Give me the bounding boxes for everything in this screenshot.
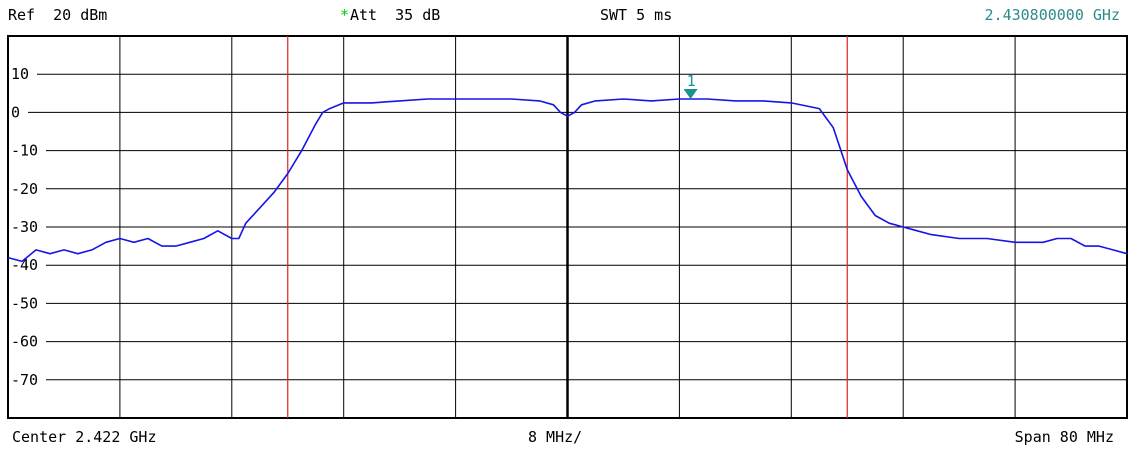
y-tick-label-bg: [9, 295, 46, 312]
span-label: Span 80 MHz: [1014, 428, 1114, 446]
y-tick-label-bg: [9, 219, 46, 235]
y-tick-label-bg: [9, 142, 46, 159]
attenuation-star-icon: *: [340, 6, 350, 24]
sweep-time-label: SWT 5 ms: [600, 6, 673, 24]
y-tick-label-bg: [9, 371, 46, 388]
y-tick-label: -50: [11, 294, 38, 312]
spectrum-trace: [7, 98, 1128, 263]
marker-label: 1: [687, 72, 696, 90]
attenuation-label: Att 35 dB: [350, 6, 441, 24]
y-tick-label: -20: [11, 180, 38, 198]
center-frequency-label: Center 2.422 GHz: [12, 428, 157, 446]
y-tick-label-bg: [9, 66, 37, 83]
ref-level-label: Ref 20 dBm: [8, 6, 108, 24]
y-tick-label: -10: [11, 142, 38, 160]
y-tick-label: -60: [11, 333, 38, 351]
per-division-label: 8 MHz/: [528, 428, 583, 446]
y-tick-label: 0: [11, 103, 20, 121]
y-tick-label: -70: [11, 371, 38, 389]
y-tick-label: -30: [11, 218, 38, 236]
marker-frequency-readout: 2.430800000 GHz: [984, 6, 1120, 24]
y-tick-label-bg: [9, 333, 46, 350]
y-tick-label: 10: [11, 65, 29, 83]
y-tick-label-bg: [9, 180, 46, 197]
y-tick-label-bg: [9, 104, 28, 121]
marker-triangle-icon: [683, 89, 698, 100]
